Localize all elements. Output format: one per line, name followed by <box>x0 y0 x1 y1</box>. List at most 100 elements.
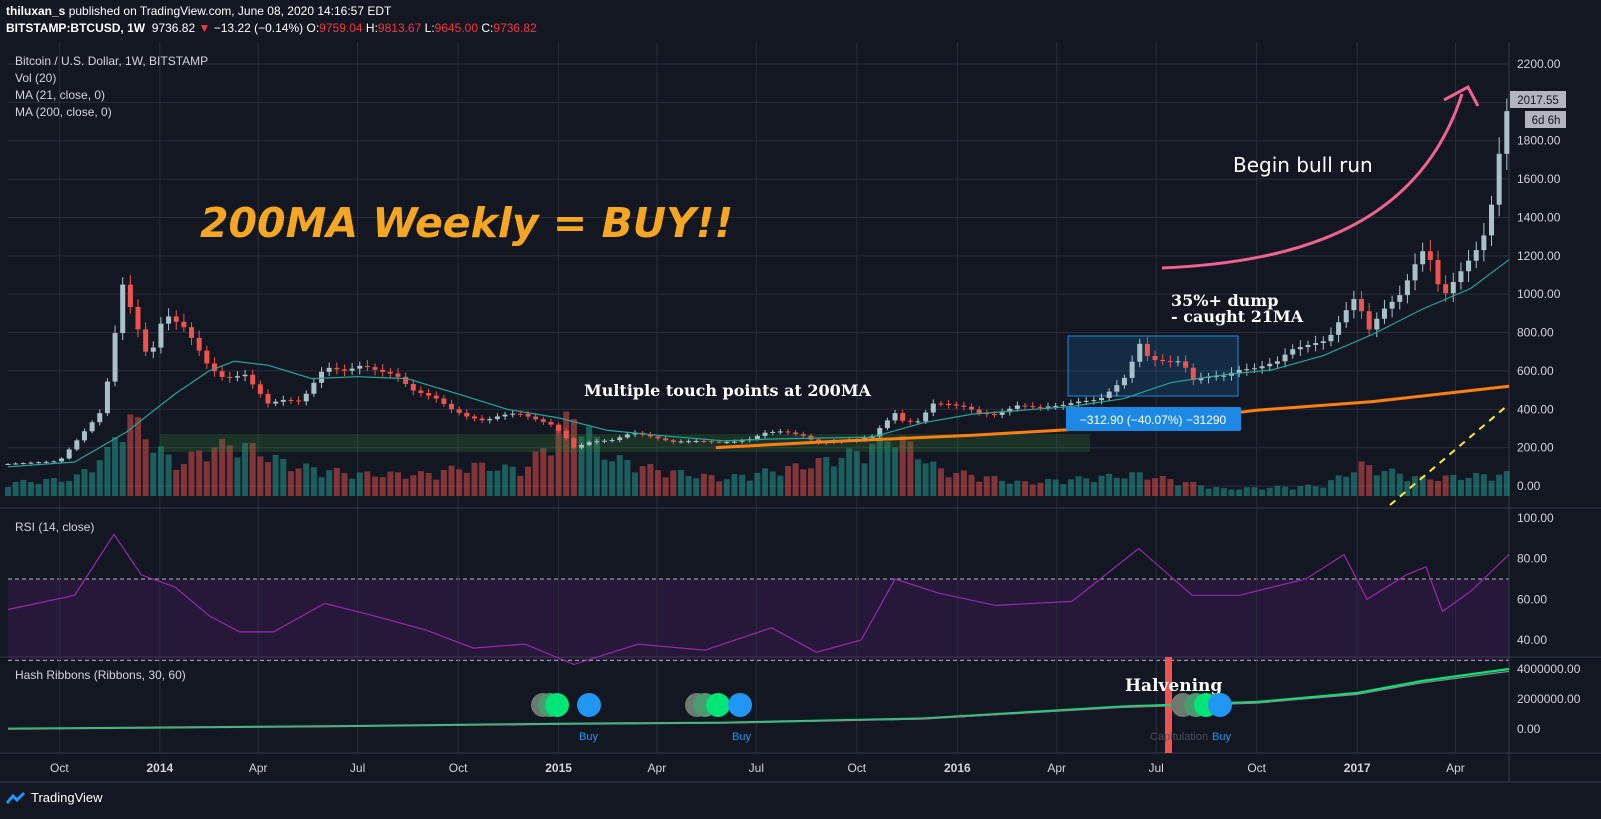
candle-body <box>754 435 760 440</box>
candle-body <box>257 384 263 394</box>
candle-body <box>907 420 913 422</box>
candle-body <box>693 441 699 443</box>
candle-body <box>211 363 217 372</box>
time-tick: Oct <box>50 761 69 775</box>
volume-bar <box>1373 475 1380 496</box>
volume-bar <box>5 487 11 496</box>
volume-bar <box>884 441 891 496</box>
candle-body <box>372 367 378 370</box>
volume-bar <box>1457 479 1464 496</box>
volume-bar <box>639 466 646 496</box>
candle-body <box>441 398 447 404</box>
candle-body <box>762 432 768 436</box>
volume-bar <box>524 466 531 496</box>
candle-body <box>502 414 508 417</box>
candle-body <box>976 409 982 414</box>
volume-bar <box>486 470 493 496</box>
ohlc-low-label: L: <box>424 21 435 35</box>
candle-body <box>242 374 248 377</box>
volume-bar <box>800 469 807 496</box>
volume-bar <box>1197 485 1204 496</box>
candle-body <box>219 371 225 377</box>
candle-body <box>280 399 286 402</box>
hash-ribbon-line <box>7 667 1510 730</box>
volume-bar <box>20 479 27 496</box>
halvening-annotation: Halvening <box>1125 676 1222 696</box>
candle-body <box>403 376 409 384</box>
candle-body <box>120 284 126 334</box>
rsi-tick: 40.00 <box>1517 633 1547 647</box>
candle-body <box>556 424 562 431</box>
candle-body <box>66 449 72 459</box>
candle-body <box>1244 369 1250 371</box>
volume-bar <box>1014 480 1021 496</box>
candle-body <box>1236 369 1242 373</box>
tradingview-logo-icon <box>6 791 26 804</box>
candle-body <box>1030 406 1036 408</box>
volume-bar <box>677 469 684 496</box>
candle-body <box>51 461 57 463</box>
candle-body <box>494 416 500 419</box>
volume-bar <box>1480 474 1487 496</box>
candle-body <box>81 431 87 441</box>
candle-body <box>1160 360 1166 362</box>
volume-bar <box>1182 482 1189 496</box>
time-tick: Apr <box>648 761 667 775</box>
ohlc-low: 9645.00 <box>434 21 479 35</box>
price-tick: 200.00 <box>1517 441 1554 455</box>
candle-body <box>97 413 103 423</box>
headline-annotation: 200MA Weekly = BUY!! <box>200 199 733 247</box>
rsi-tick: 100.00 <box>1517 511 1554 525</box>
candle-body <box>1481 235 1487 251</box>
candle-body <box>923 412 929 422</box>
candle-body <box>793 432 799 435</box>
bull-run-arrow <box>1161 93 1464 270</box>
candle-body <box>1053 405 1059 407</box>
volume-bar <box>1312 486 1319 496</box>
volume-bar <box>295 468 302 496</box>
volume-bar <box>1044 478 1051 496</box>
candle-body <box>341 369 347 371</box>
volume-bar <box>624 459 631 496</box>
signal-dot <box>545 693 569 717</box>
volume-bar <box>196 450 203 496</box>
volume-bar <box>104 446 111 496</box>
measure-label: −312.90 (−40.07%) −31290 <box>1080 413 1227 427</box>
buy-label: Buy <box>732 731 751 743</box>
volume-bar <box>907 441 914 496</box>
candle-body <box>204 350 210 364</box>
candle-body <box>686 441 692 443</box>
candle-body <box>1420 251 1426 265</box>
candle-body <box>540 419 546 422</box>
volume-bar <box>1022 481 1029 496</box>
volume-bar <box>937 468 944 496</box>
volume-bar <box>180 464 187 496</box>
footer[interactable]: TradingView <box>6 790 103 805</box>
time-tick: Jul <box>749 761 764 775</box>
hash-tick: 0.00 <box>1517 722 1541 736</box>
author[interactable]: thiluxan_s <box>6 4 66 18</box>
volume-bar <box>899 436 906 496</box>
candle-body <box>991 414 997 416</box>
touch-annotation: Multiple touch points at 200MA <box>584 381 872 400</box>
candle-body <box>1129 361 1135 378</box>
candle-body <box>884 420 890 429</box>
candle-body <box>1152 355 1158 361</box>
volume-bar <box>1450 474 1457 496</box>
ohlc-open-label: O: <box>306 21 320 35</box>
candle-body <box>127 284 133 307</box>
volume-bar <box>349 478 356 496</box>
candle-body <box>1076 401 1082 404</box>
volume-bar <box>142 439 149 496</box>
capitulation-label: Capitulation <box>1150 731 1208 743</box>
volume-bar <box>540 447 547 496</box>
candle-body <box>449 403 455 410</box>
volume-bar <box>1274 485 1281 496</box>
candle-body <box>877 428 883 437</box>
measure-box <box>1067 335 1239 397</box>
price-tick: 600.00 <box>1517 364 1554 378</box>
candle-body <box>1083 400 1089 402</box>
candle-body <box>311 382 317 394</box>
volume-bar <box>1412 476 1419 496</box>
